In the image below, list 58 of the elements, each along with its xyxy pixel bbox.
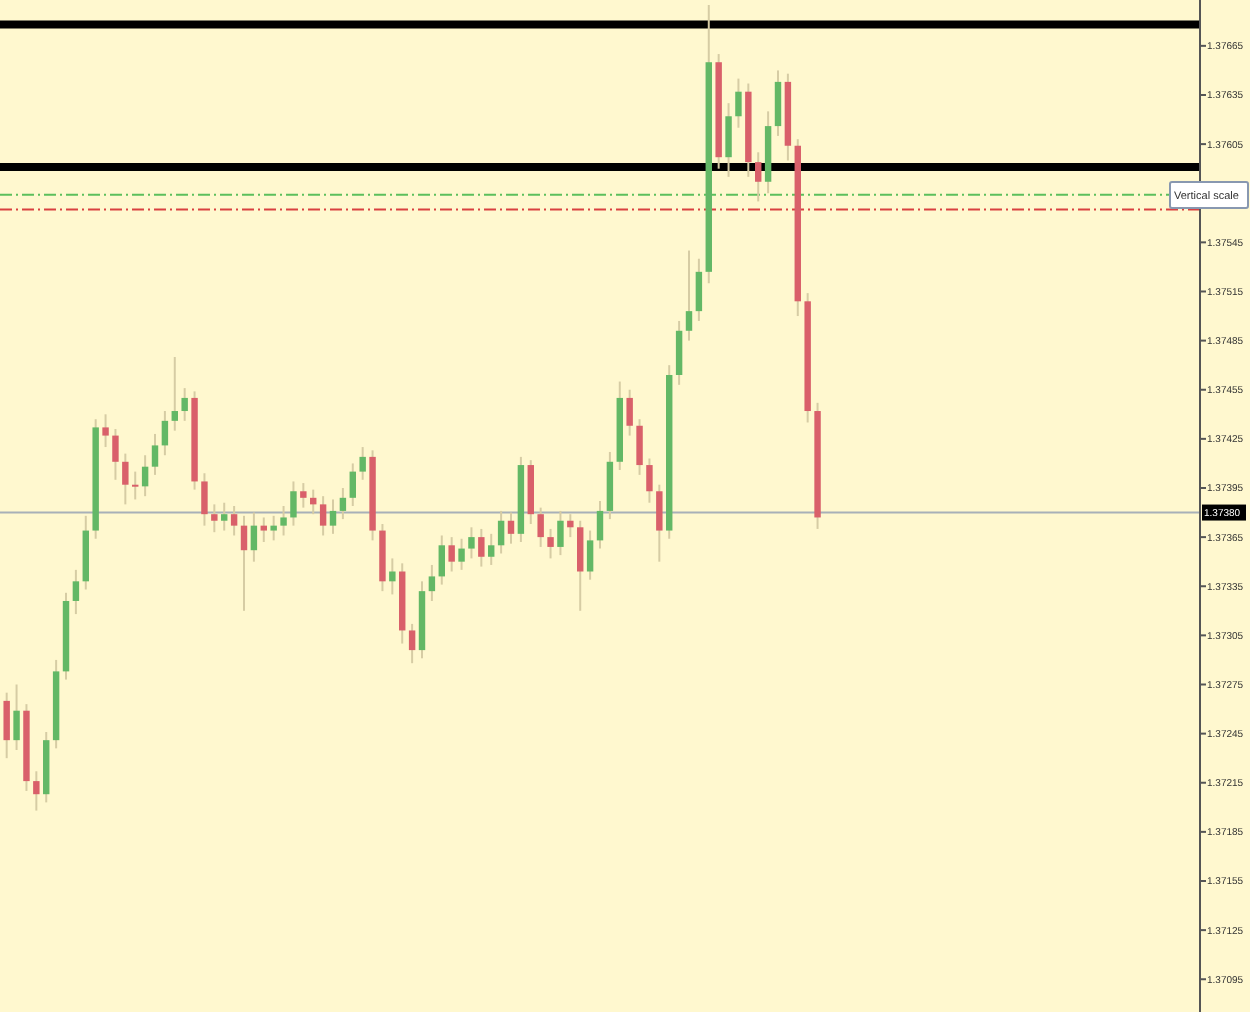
candlestick (675, 319, 683, 386)
candlestick (557, 509, 564, 557)
candlestick (161, 410, 169, 457)
candlestick (577, 519, 584, 612)
candlestick (270, 514, 277, 542)
candlestick (300, 482, 307, 509)
candlestick (221, 501, 228, 532)
candlestick (428, 563, 436, 602)
candlestick (488, 532, 495, 566)
candlestick (201, 472, 208, 527)
candlestick (448, 536, 455, 573)
candlestick (774, 69, 782, 137)
candlestick (3, 691, 10, 760)
candlestick (171, 355, 178, 432)
candlestick (755, 151, 762, 203)
candlestick (151, 432, 159, 476)
candlestick (389, 557, 396, 596)
candlestick (102, 413, 109, 449)
candlestick (230, 505, 238, 537)
candlestick (122, 452, 129, 506)
candlestick (329, 498, 337, 535)
candlestick (280, 505, 287, 537)
candlestick (646, 457, 653, 504)
candlestick (339, 486, 347, 521)
candlestick (181, 387, 188, 422)
candlestick (33, 770, 40, 812)
candlestick (626, 388, 633, 437)
candlestick (596, 500, 604, 550)
candlestick (458, 537, 465, 571)
candlestick (141, 454, 149, 498)
candlestick (112, 428, 119, 481)
candlestick (735, 77, 742, 129)
candlestick (438, 534, 445, 586)
candlestick (725, 102, 732, 178)
candlestick (586, 529, 594, 581)
candlestick (319, 495, 327, 537)
candlestick (72, 568, 80, 616)
candlestick (567, 513, 574, 539)
candlestick (478, 527, 485, 568)
candlestick (537, 506, 544, 548)
candlestick (359, 446, 366, 481)
candlestick (547, 527, 554, 560)
candlestick (695, 257, 703, 322)
candlestick (497, 509, 505, 555)
candlestick (211, 503, 218, 534)
candlestick (260, 516, 267, 544)
candlestick (132, 470, 139, 501)
candlestick (349, 462, 356, 507)
candlestick (507, 511, 515, 545)
candlestick (685, 249, 693, 342)
candlestick (13, 683, 20, 751)
candlestick (408, 622, 416, 665)
candlestick (240, 514, 248, 612)
candlestick (656, 483, 663, 563)
candlestick (290, 480, 297, 527)
candlestick (468, 526, 475, 560)
candlestick (636, 418, 643, 476)
candlestick (250, 511, 258, 563)
